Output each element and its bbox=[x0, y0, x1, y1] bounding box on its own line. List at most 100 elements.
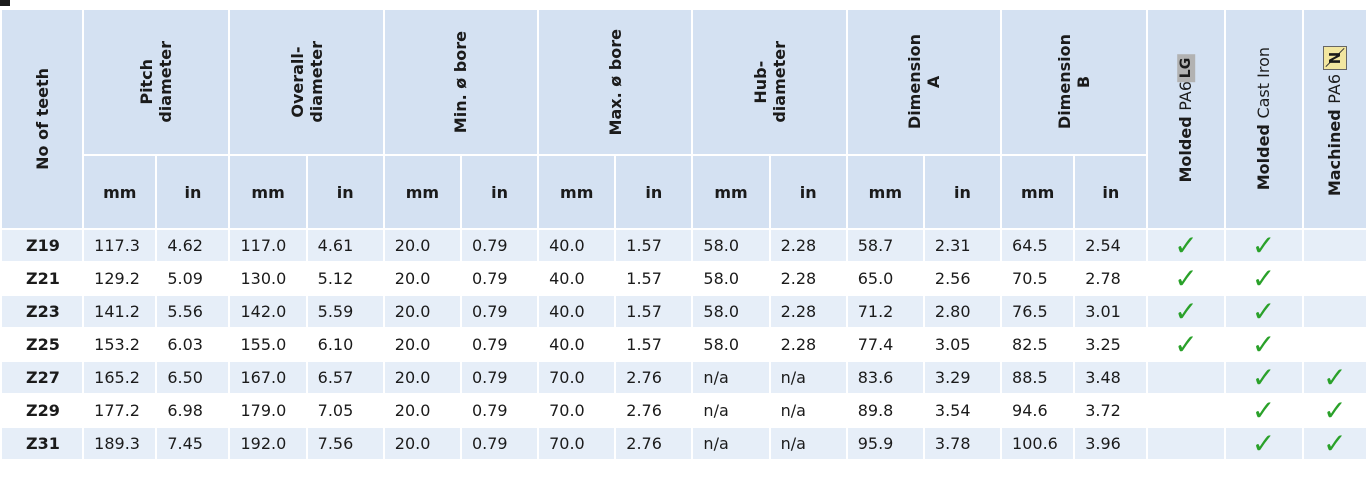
check-icon: ✓ bbox=[1323, 393, 1347, 427]
value-cell: 4.62 bbox=[155, 228, 231, 263]
value-cell: 58.0 bbox=[691, 327, 771, 362]
value-cell: 76.5 bbox=[1000, 294, 1076, 329]
value-cell: 20.0 bbox=[382, 327, 462, 362]
value-cell: 129.2 bbox=[82, 261, 158, 296]
header-hub-label: Hub- diameter bbox=[750, 41, 789, 123]
value-cell: n/a bbox=[768, 426, 848, 461]
value-cell: 7.45 bbox=[155, 426, 231, 461]
gear-spec-table: No of teeth Pitch diameter Overall- diam… bbox=[0, 8, 1368, 461]
availability-cell bbox=[1146, 426, 1226, 461]
table-row: Z27 165.2 6.50 167.0 6.57 20.0 0.79 70.0 2.76 n/a… bbox=[0, 360, 1368, 395]
value-cell: 177.2 bbox=[82, 393, 158, 428]
top-edge-mark bbox=[0, 0, 10, 6]
value-cell: 3.29 bbox=[922, 360, 1003, 395]
value-cell: 7.05 bbox=[305, 393, 385, 428]
check-icon: ✓ bbox=[1323, 360, 1347, 394]
value-cell: 5.59 bbox=[305, 294, 385, 329]
value-cell: 0.79 bbox=[459, 360, 540, 395]
table-body: Z19 117.3 4.62 117.0 4.61 20.0 0.79 40.0 1.57 58.… bbox=[0, 228, 1368, 461]
unit-header: mm bbox=[845, 154, 925, 230]
availability-cell: ✓ bbox=[1223, 327, 1304, 362]
availability-cell: ✓ bbox=[1146, 261, 1226, 296]
check-icon: ✓ bbox=[1251, 327, 1276, 361]
mat3-rest: PA6 bbox=[1325, 73, 1345, 104]
value-cell: 3.96 bbox=[1073, 426, 1149, 461]
header-material-molded-pa6: Molded PA6 LG bbox=[1146, 8, 1226, 230]
value-cell: n/a bbox=[768, 360, 848, 395]
value-cell: 6.03 bbox=[155, 327, 231, 362]
value-cell: 5.56 bbox=[155, 294, 231, 329]
value-cell: 5.12 bbox=[305, 261, 385, 296]
value-cell: 20.0 bbox=[382, 426, 462, 461]
value-cell: 153.2 bbox=[82, 327, 158, 362]
availability-cell bbox=[1301, 261, 1368, 296]
value-cell: 2.28 bbox=[768, 228, 848, 263]
availability-cell bbox=[1146, 393, 1226, 428]
value-cell: 2.78 bbox=[1073, 261, 1149, 296]
availability-cell: ✓ bbox=[1223, 294, 1304, 329]
value-cell: 58.0 bbox=[691, 261, 771, 296]
unit-header: in bbox=[1073, 154, 1149, 230]
value-cell: 20.0 bbox=[382, 228, 462, 263]
value-cell: 94.6 bbox=[1000, 393, 1076, 428]
check-icon: ✓ bbox=[1251, 426, 1276, 460]
value-cell: 20.0 bbox=[382, 261, 462, 296]
value-cell: 2.31 bbox=[922, 228, 1003, 263]
value-cell: 2.54 bbox=[1073, 228, 1149, 263]
value-cell: 3.25 bbox=[1073, 327, 1149, 362]
value-cell: 70.0 bbox=[537, 360, 617, 395]
table-row: Z29 177.2 6.98 179.0 7.05 20.0 0.79 70.0 2.76 n/a… bbox=[0, 393, 1368, 428]
table-row: Z19 117.3 4.62 117.0 4.61 20.0 0.79 40.0 1.57 58.… bbox=[0, 228, 1368, 263]
value-cell: 0.79 bbox=[459, 261, 540, 296]
header-min-bore: Min. ø bore bbox=[382, 8, 540, 156]
value-cell: 77.4 bbox=[845, 327, 925, 362]
value-cell: 117.3 bbox=[82, 228, 158, 263]
check-icon: ✓ bbox=[1323, 426, 1347, 460]
availability-cell: ✓ bbox=[1223, 393, 1304, 428]
check-icon: ✓ bbox=[1251, 360, 1276, 394]
unit-header: mm bbox=[1000, 154, 1076, 230]
unit-header: in bbox=[155, 154, 231, 230]
value-cell: n/a bbox=[691, 426, 771, 461]
availability-cell: ✓ bbox=[1146, 294, 1226, 329]
value-cell: 82.5 bbox=[1000, 327, 1076, 362]
teeth-cell: Z29 bbox=[0, 393, 85, 428]
top-edge-fragment bbox=[0, 0, 1368, 8]
header-pitch-label: Pitch diameter bbox=[137, 41, 176, 123]
value-cell: 0.79 bbox=[459, 426, 540, 461]
unit-header: in bbox=[922, 154, 1003, 230]
value-cell: 3.54 bbox=[922, 393, 1003, 428]
header-dim-b: Dimension B bbox=[1000, 8, 1149, 156]
header-teeth: No of teeth bbox=[0, 8, 85, 230]
value-cell: 40.0 bbox=[537, 228, 617, 263]
value-cell: 155.0 bbox=[228, 327, 308, 362]
check-icon: ✓ bbox=[1174, 327, 1198, 361]
teeth-cell: Z21 bbox=[0, 261, 85, 296]
value-cell: 2.56 bbox=[922, 261, 1003, 296]
table-row: Z25 153.2 6.03 155.0 6.10 20.0 0.79 40.0 1.57 58.… bbox=[0, 327, 1368, 362]
value-cell: 142.0 bbox=[228, 294, 308, 329]
availability-cell: ✓ bbox=[1223, 261, 1304, 296]
value-cell: n/a bbox=[691, 393, 771, 428]
header-hub: Hub- diameter bbox=[691, 8, 848, 156]
header-dim-a: Dimension A bbox=[845, 8, 1003, 156]
check-icon: ✓ bbox=[1251, 261, 1276, 295]
value-cell: 130.0 bbox=[228, 261, 308, 296]
header-row: No of teeth Pitch diameter Overall- diam… bbox=[0, 8, 1368, 230]
unit-header: mm bbox=[382, 154, 462, 230]
value-cell: 70.0 bbox=[537, 426, 617, 461]
value-cell: 167.0 bbox=[228, 360, 308, 395]
value-cell: 65.0 bbox=[845, 261, 925, 296]
value-cell: 6.10 bbox=[305, 327, 385, 362]
teeth-cell: Z31 bbox=[0, 426, 85, 461]
header-max-bore: Max. ø bore bbox=[537, 8, 694, 156]
header-material-molded-cast-iron: Molded Cast Iron bbox=[1223, 8, 1304, 230]
unit-header: in bbox=[768, 154, 848, 230]
value-cell: 1.57 bbox=[614, 228, 694, 263]
value-cell: 4.61 bbox=[305, 228, 385, 263]
header-max-bore-label: Max. ø bore bbox=[605, 28, 625, 136]
mat1-rest: PA6 bbox=[1176, 81, 1196, 111]
value-cell: 89.8 bbox=[845, 393, 925, 428]
header-teeth-label: No of teeth bbox=[32, 68, 52, 170]
unit-header: mm bbox=[691, 154, 771, 230]
